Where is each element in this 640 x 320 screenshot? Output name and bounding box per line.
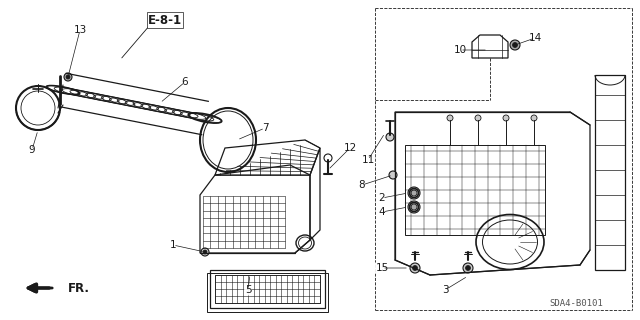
Circle shape — [447, 115, 453, 121]
Text: 9: 9 — [29, 145, 35, 155]
Circle shape — [408, 201, 420, 213]
Text: 3: 3 — [442, 285, 448, 295]
Text: 2: 2 — [379, 193, 385, 203]
Circle shape — [531, 115, 537, 121]
Circle shape — [64, 73, 72, 81]
Circle shape — [389, 171, 397, 179]
Text: E-8-1: E-8-1 — [148, 13, 182, 27]
Text: 7: 7 — [262, 123, 268, 133]
Circle shape — [463, 263, 473, 273]
Text: 12: 12 — [344, 143, 356, 153]
Circle shape — [411, 190, 417, 196]
Text: E-8-1: E-8-1 — [152, 15, 179, 25]
Text: SDA4-B0101: SDA4-B0101 — [549, 300, 603, 308]
Circle shape — [475, 115, 481, 121]
Text: 8: 8 — [358, 180, 365, 190]
Circle shape — [386, 133, 394, 141]
Text: 1: 1 — [170, 240, 176, 250]
Circle shape — [503, 115, 509, 121]
Text: 5: 5 — [244, 285, 252, 295]
Circle shape — [410, 263, 420, 273]
Text: FR.: FR. — [68, 282, 90, 294]
Text: 10: 10 — [453, 45, 467, 55]
Circle shape — [66, 75, 70, 79]
Text: 15: 15 — [376, 263, 388, 273]
Circle shape — [411, 204, 417, 210]
Circle shape — [203, 250, 207, 254]
Text: 4: 4 — [379, 207, 385, 217]
Circle shape — [413, 266, 417, 270]
Circle shape — [513, 43, 518, 47]
Text: 11: 11 — [362, 155, 374, 165]
Circle shape — [201, 248, 209, 256]
Text: 6: 6 — [182, 77, 188, 87]
Circle shape — [465, 266, 470, 270]
Circle shape — [510, 40, 520, 50]
Text: 13: 13 — [74, 25, 86, 35]
Circle shape — [408, 187, 420, 199]
Text: 14: 14 — [529, 33, 541, 43]
